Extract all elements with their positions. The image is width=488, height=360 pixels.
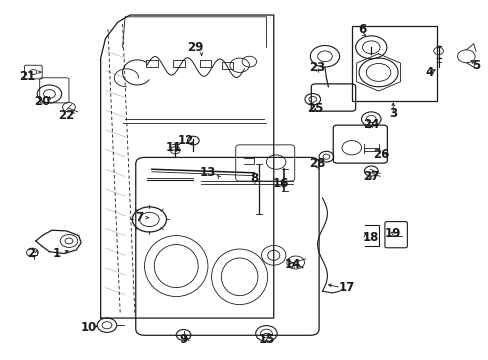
Text: 26: 26 xyxy=(372,148,388,161)
Text: 12: 12 xyxy=(178,134,194,147)
Text: 3: 3 xyxy=(388,107,396,120)
Bar xyxy=(199,60,211,67)
Text: 1: 1 xyxy=(53,247,61,260)
Text: 15: 15 xyxy=(258,333,274,346)
Text: 13: 13 xyxy=(200,166,216,179)
Text: 8: 8 xyxy=(250,172,258,185)
Text: 25: 25 xyxy=(306,102,323,115)
Bar xyxy=(221,62,233,69)
Bar xyxy=(351,26,436,101)
Text: 28: 28 xyxy=(309,157,325,170)
Text: 24: 24 xyxy=(363,118,379,131)
Text: 4: 4 xyxy=(425,66,433,79)
Text: 29: 29 xyxy=(187,41,203,54)
Text: 23: 23 xyxy=(309,60,325,73)
Text: 17: 17 xyxy=(338,281,354,294)
Text: 6: 6 xyxy=(358,23,366,36)
Text: 5: 5 xyxy=(471,59,479,72)
Text: 19: 19 xyxy=(384,227,401,240)
Text: 2: 2 xyxy=(27,247,35,260)
Text: 20: 20 xyxy=(34,95,50,108)
Text: 9: 9 xyxy=(179,333,187,346)
Bar xyxy=(172,60,184,67)
Text: 16: 16 xyxy=(272,177,289,190)
Text: 11: 11 xyxy=(165,141,182,154)
Text: 21: 21 xyxy=(20,69,36,82)
Text: 10: 10 xyxy=(80,320,97,333)
Bar xyxy=(146,60,158,67)
Text: 27: 27 xyxy=(363,170,379,183)
Text: 14: 14 xyxy=(285,258,301,271)
Text: 22: 22 xyxy=(58,109,75,122)
Text: 18: 18 xyxy=(363,231,379,244)
Text: 7: 7 xyxy=(135,211,143,224)
